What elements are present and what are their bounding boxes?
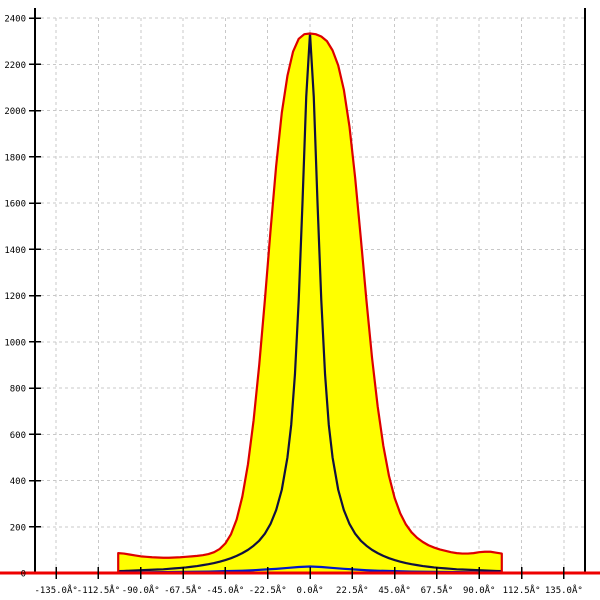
broad-peak-curve bbox=[117, 32, 503, 573]
y-axis-tick-label: 800 bbox=[10, 385, 26, 395]
y-axis-tick-label: 200 bbox=[10, 523, 26, 533]
x-axis-tick-label: -22.5Å° bbox=[249, 584, 287, 596]
y-axis-tick-label: 1600 bbox=[4, 200, 26, 210]
y-axis-tick-label: 0 bbox=[21, 570, 26, 580]
x-axis-tick-label: 135.0Å° bbox=[545, 584, 583, 596]
y-axis-tick-label: 1000 bbox=[4, 338, 26, 348]
y-axis-tick-label: 1400 bbox=[4, 246, 26, 256]
y-axis-tick-label: 600 bbox=[10, 431, 26, 441]
horizontal-gridlines bbox=[35, 17, 585, 528]
x-axis-labels: -135.0Å°-112.5Å° -90.0Å° -67.5Å° -45.0Å° -22… bbox=[34, 584, 582, 596]
y-axis-tick-label: 2400 bbox=[4, 15, 26, 25]
x-axis-tick-label: -67.5Å° bbox=[164, 584, 202, 596]
x-axis-tick-label: -90.0Å° bbox=[122, 584, 160, 596]
x-axis-tick-label: 67.5Å° bbox=[421, 584, 454, 596]
y-axis-tick-label: 2200 bbox=[4, 61, 26, 71]
x-axis-tick-label: 0.0Å° bbox=[296, 584, 323, 596]
y-axis-ticks bbox=[29, 17, 41, 528]
y-axis-tick-label: 1800 bbox=[4, 153, 26, 163]
x-axis-tick-label: -135.0Å° bbox=[34, 584, 77, 596]
y-axis-tick-label: 2000 bbox=[4, 107, 26, 117]
x-axis-tick-label: 90.0Å° bbox=[463, 584, 496, 596]
x-axis-tick-label: 112.5Å° bbox=[503, 584, 541, 596]
x-axis-tick-label: -112.5Å° bbox=[77, 584, 120, 596]
y-axis-labels: 0 200 400 600 800 1000 1200 1400 1600 1800 2000 220… bbox=[4, 15, 26, 580]
x-axis-tick-label: 45.0Å° bbox=[378, 584, 411, 596]
y-axis-tick-label: 400 bbox=[10, 477, 26, 487]
x-axis-tick-label: -45.0Å° bbox=[206, 584, 244, 596]
y-axis-tick-label: 1200 bbox=[4, 292, 26, 302]
x-axis-tick-label: 22.5Å° bbox=[336, 584, 369, 596]
broad-peak-fill bbox=[118, 33, 502, 574]
x-axis-ticks bbox=[55, 567, 565, 579]
